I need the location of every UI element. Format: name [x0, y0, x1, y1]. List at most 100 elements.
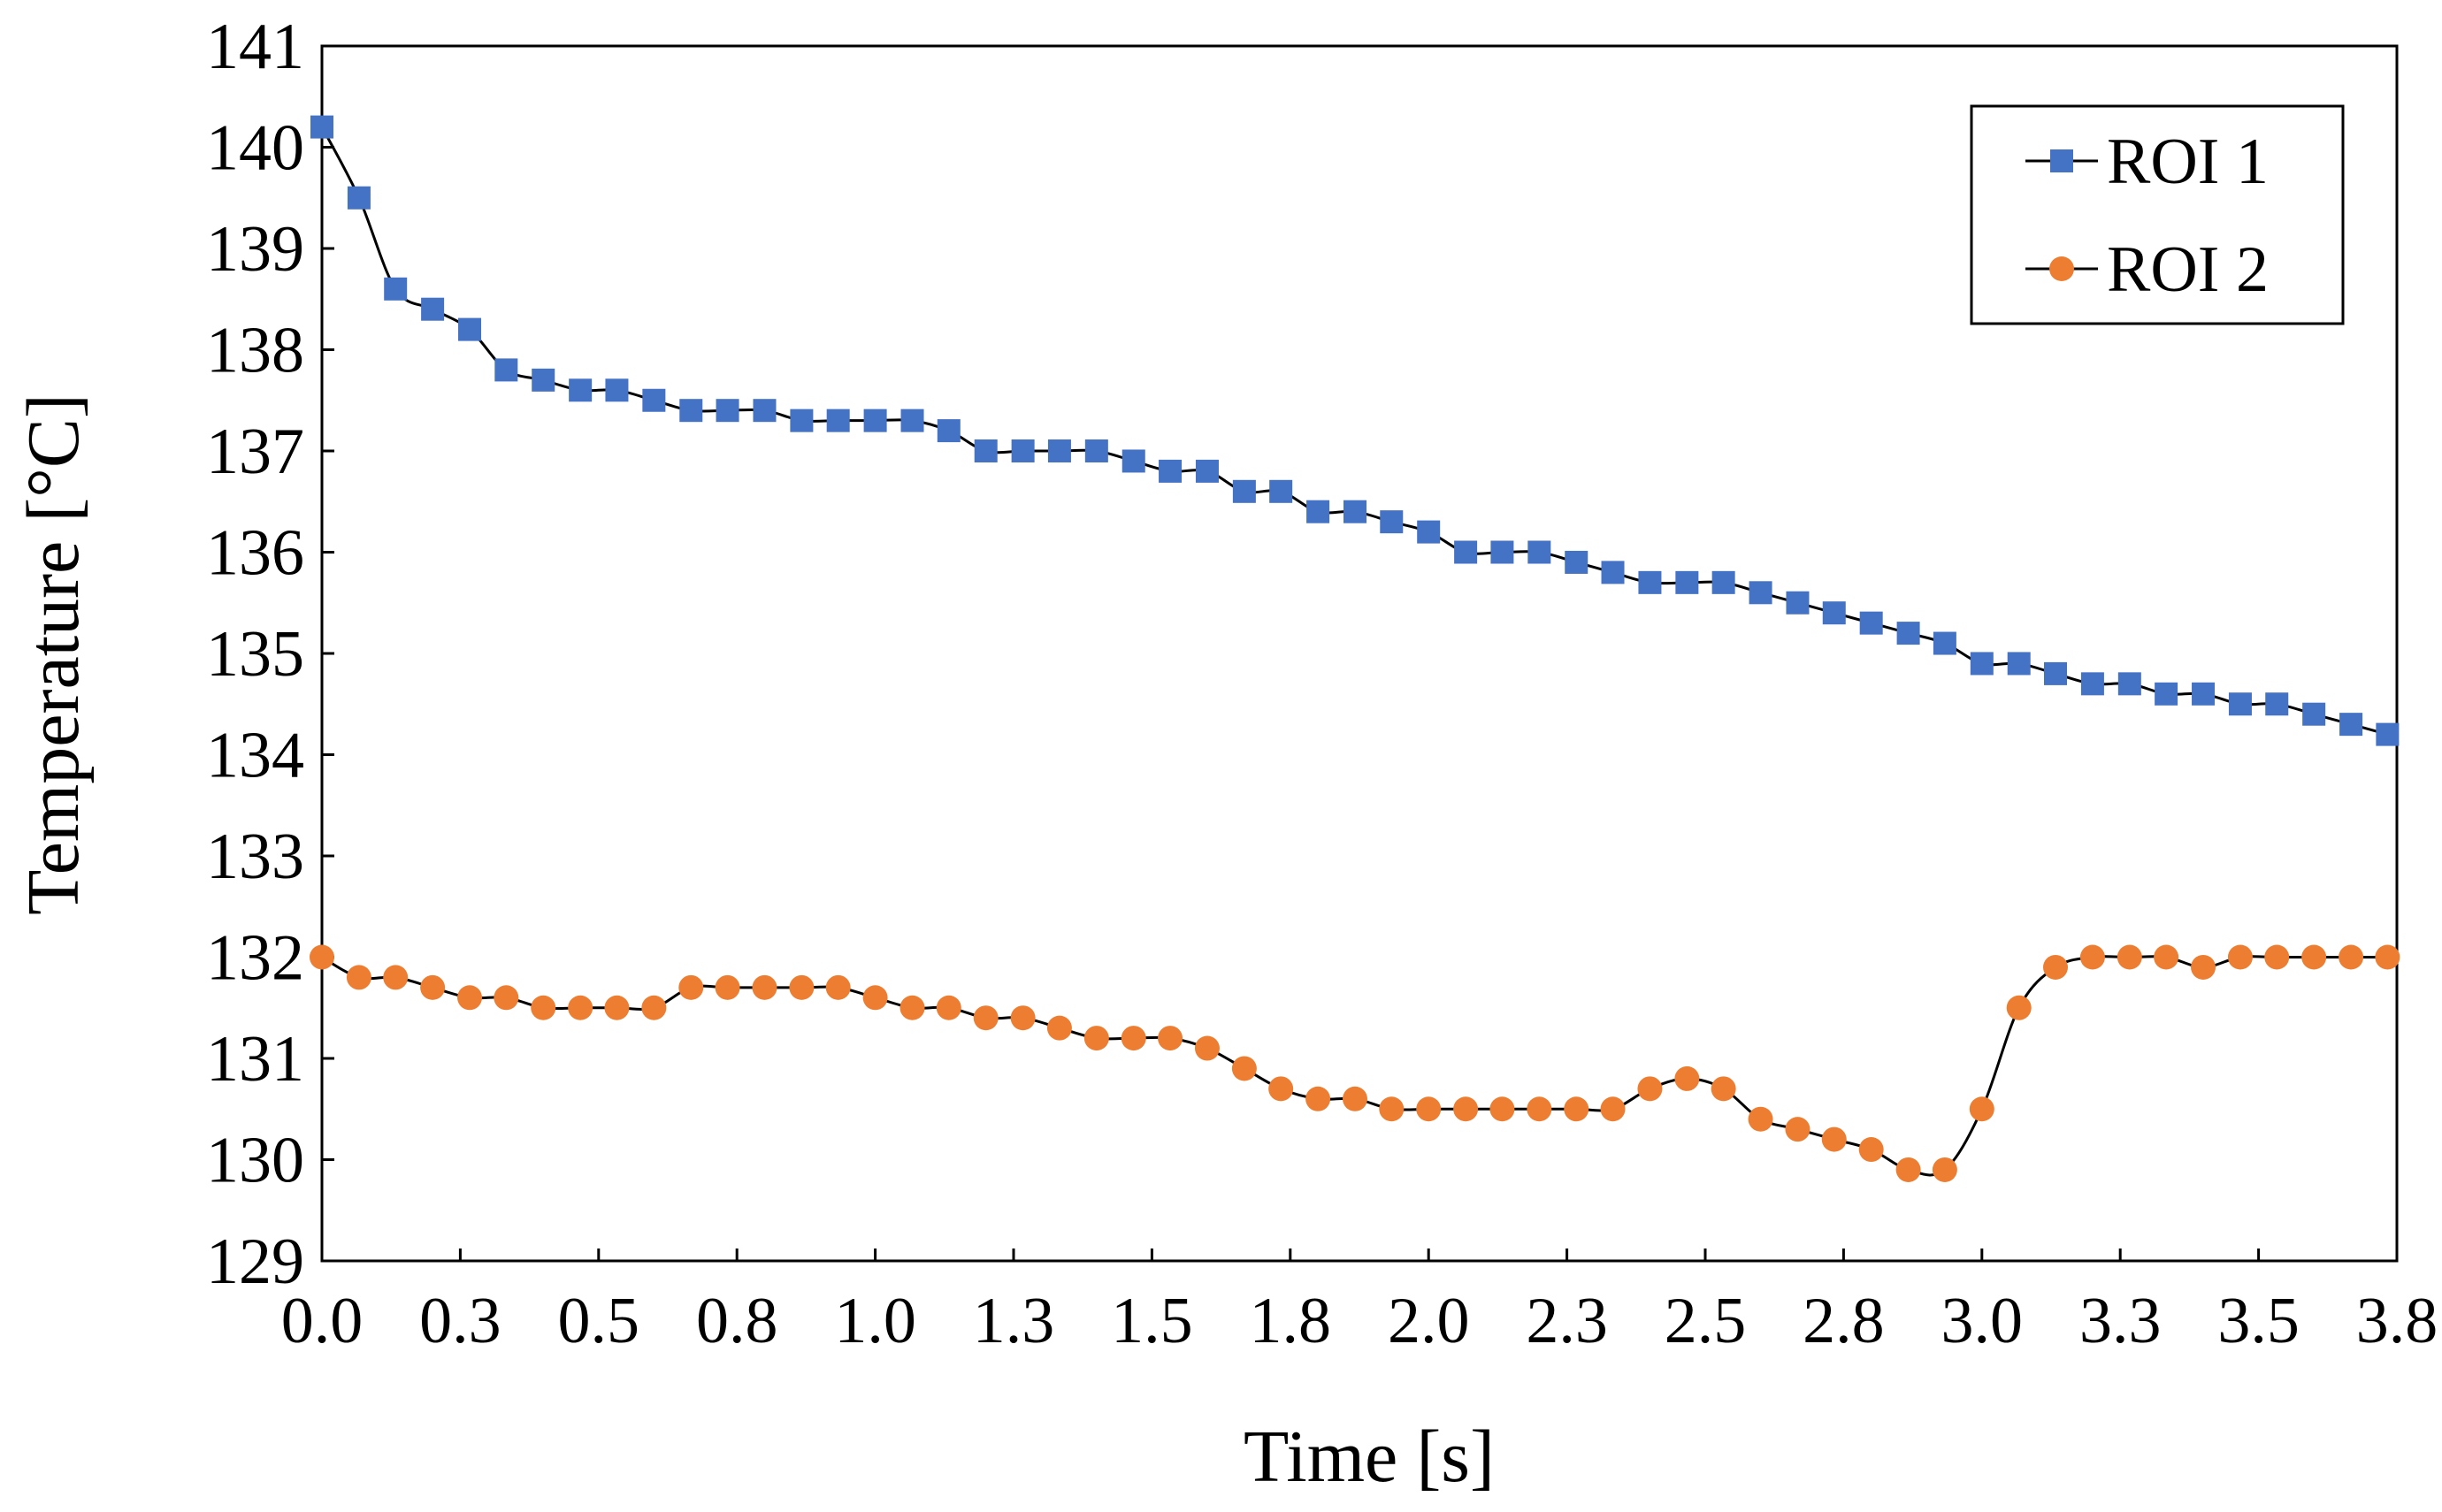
data-point-roi-2: [1083, 1026, 1109, 1051]
data-point-roi-1: [1822, 601, 1846, 625]
data-point-roi-2: [568, 995, 593, 1020]
data-point-roi-1: [1565, 550, 1588, 574]
data-point-roi-1: [1380, 510, 1404, 534]
data-point-roi-1: [1306, 500, 1330, 523]
data-point-roi-1: [716, 399, 739, 423]
data-point-roi-2: [531, 995, 556, 1020]
data-point-roi-2: [1231, 1056, 1257, 1081]
data-point-roi-1: [1675, 570, 1699, 594]
data-point-roi-2: [420, 974, 446, 1000]
data-point-roi-2: [936, 995, 961, 1020]
data-point-roi-1: [753, 399, 777, 423]
data-point-roi-1: [1084, 439, 1108, 462]
data-point-roi-2: [1637, 1076, 1663, 1102]
data-point-roi-1: [2044, 661, 2068, 685]
y-tick-label: 136: [206, 517, 304, 590]
x-tick-label: 3.3: [2079, 1285, 2162, 1357]
data-point-roi-1: [421, 297, 445, 321]
data-point-roi-2: [1158, 1026, 1183, 1051]
data-point-roi-1: [974, 439, 998, 462]
data-point-roi-2: [2301, 944, 2327, 970]
data-point-roi-2: [1379, 1096, 1405, 1122]
x-tick-label: 2.8: [1803, 1285, 1885, 1357]
data-point-roi-2: [2227, 944, 2253, 970]
data-point-roi-2: [604, 995, 630, 1020]
data-point-roi-2: [2375, 944, 2400, 970]
data-point-roi-1: [790, 409, 814, 432]
y-tick-label: 139: [206, 213, 304, 286]
data-point-roi-1: [1749, 581, 1772, 605]
data-point-roi-1: [2155, 682, 2178, 706]
data-point-roi-2: [715, 974, 740, 1000]
data-point-roi-2: [1895, 1157, 1921, 1182]
legend-label-roi-1: ROI 1: [2107, 126, 2269, 198]
legend-marker-roi-2: [2049, 256, 2074, 281]
data-point-roi-2: [2006, 995, 2032, 1020]
data-point-roi-2: [899, 995, 925, 1020]
data-point-roi-2: [1010, 1005, 1036, 1031]
data-point-roi-1: [2376, 722, 2400, 746]
data-point-roi-1: [1195, 459, 1219, 483]
legend-label-roi-2: ROI 2: [2107, 233, 2269, 306]
x-tick-label: 3.8: [2356, 1285, 2438, 1357]
data-point-roi-2: [383, 965, 409, 990]
data-point-roi-2: [2264, 944, 2290, 970]
data-point-roi-2: [825, 974, 851, 1000]
data-point-roi-2: [1194, 1035, 1220, 1061]
data-point-roi-1: [384, 277, 408, 301]
data-point-roi-2: [346, 965, 371, 990]
x-tick-label: 0.8: [696, 1285, 778, 1357]
series-markers: [310, 115, 2400, 1182]
data-point-roi-2: [2079, 944, 2105, 970]
data-point-roi-1: [1711, 570, 1735, 594]
data-point-roi-2: [2117, 944, 2142, 970]
y-tick-label: 130: [206, 1125, 304, 1197]
data-point-roi-2: [1416, 1096, 1442, 1122]
y-tick-label: 138: [206, 315, 304, 387]
legend: ROI 1 ROI 2: [1970, 104, 2345, 325]
y-tick-label: 133: [206, 821, 304, 893]
data-point-roi-2: [2339, 944, 2364, 970]
y-tick-label: 140: [206, 112, 304, 185]
legend-box: [1970, 104, 2345, 325]
data-point-roi-2: [1785, 1117, 1810, 1142]
data-point-roi-2: [1969, 1096, 1994, 1122]
data-point-roi-2: [1527, 1096, 1552, 1122]
data-point-roi-2: [678, 974, 704, 1000]
x-tick-label: 3.5: [2217, 1285, 2300, 1357]
data-point-roi-1: [900, 409, 924, 432]
data-point-roi-2: [1305, 1086, 1331, 1111]
data-point-roi-1: [2080, 672, 2104, 696]
data-point-roi-2: [1858, 1137, 1884, 1163]
series-line-roi-2: [321, 955, 2388, 1177]
data-point-roi-1: [347, 186, 371, 210]
x-tick-label: 1.5: [1111, 1285, 1193, 1357]
x-tick-label: 3.0: [1941, 1285, 2024, 1357]
x-tick-label: 2.0: [1388, 1285, 1470, 1357]
y-tick-label: 132: [206, 922, 304, 995]
data-point-roi-1: [642, 388, 666, 412]
data-point-roi-1: [1343, 500, 1366, 523]
data-point-roi-2: [1268, 1076, 1294, 1102]
data-point-roi-2: [494, 985, 519, 1011]
x-tick-label: 2.5: [1665, 1285, 1747, 1357]
data-point-roi-1: [1527, 540, 1551, 564]
data-point-roi-1: [605, 378, 629, 402]
data-point-roi-2: [2043, 954, 2069, 980]
data-point-roi-2: [1453, 1096, 1479, 1122]
y-tick-label: 135: [206, 618, 304, 691]
x-axis-title: Time [s]: [1244, 1416, 1495, 1498]
data-point-roi-1: [2228, 692, 2252, 716]
data-point-roi-1: [1159, 459, 1183, 483]
data-point-roi-1: [2117, 672, 2141, 696]
x-tick-labels: 0.0 0.3 0.5 0.8 1.0 1.3 1.5 1.8 2.0 2.3 2.5 2.8 3.0 3…: [281, 1285, 2438, 1357]
data-point-roi-2: [789, 974, 815, 1000]
data-point-roi-2: [973, 1005, 999, 1031]
data-point-roi-2: [1711, 1076, 1736, 1102]
data-point-roi-1: [1121, 449, 1145, 473]
data-point-roi-2: [1600, 1096, 1626, 1122]
data-point-roi-1: [826, 409, 850, 432]
data-point-roi-1: [1454, 540, 1478, 564]
data-point-roi-1: [679, 399, 703, 423]
data-point-roi-1: [1047, 439, 1071, 462]
